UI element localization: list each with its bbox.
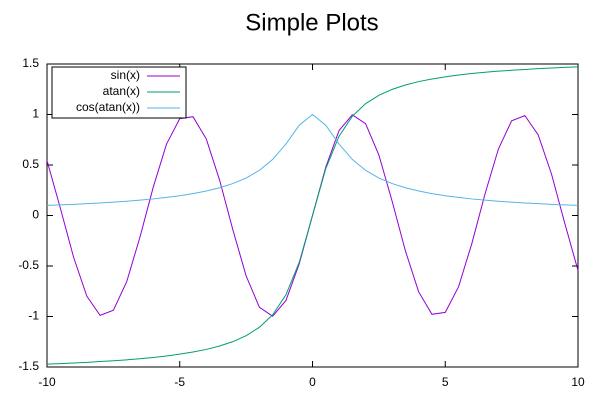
y-tick-label: 1 <box>32 107 39 121</box>
y-tick-label: -1.5 <box>18 359 39 373</box>
series-line <box>46 66 579 365</box>
y-tick-label: -0.5 <box>18 258 39 272</box>
x-tick-label: -5 <box>174 375 185 389</box>
y-tick-label: -1 <box>28 309 39 323</box>
y-tick-label: 0 <box>32 208 39 222</box>
chart-title: Simple Plots <box>245 9 378 36</box>
legend-label: sin(x) <box>111 68 140 82</box>
y-tick-label: 0.5 <box>22 157 39 171</box>
x-tick-label: 10 <box>571 375 585 389</box>
legend-label: cos(atan(x)) <box>76 100 140 114</box>
y-tick-label: 1.5 <box>22 56 39 70</box>
x-tick-label: 0 <box>309 375 316 389</box>
x-tick-label: -10 <box>38 375 56 389</box>
legend-label: atan(x) <box>103 84 140 98</box>
x-tick-label: 5 <box>442 375 449 389</box>
series-line <box>46 113 579 206</box>
